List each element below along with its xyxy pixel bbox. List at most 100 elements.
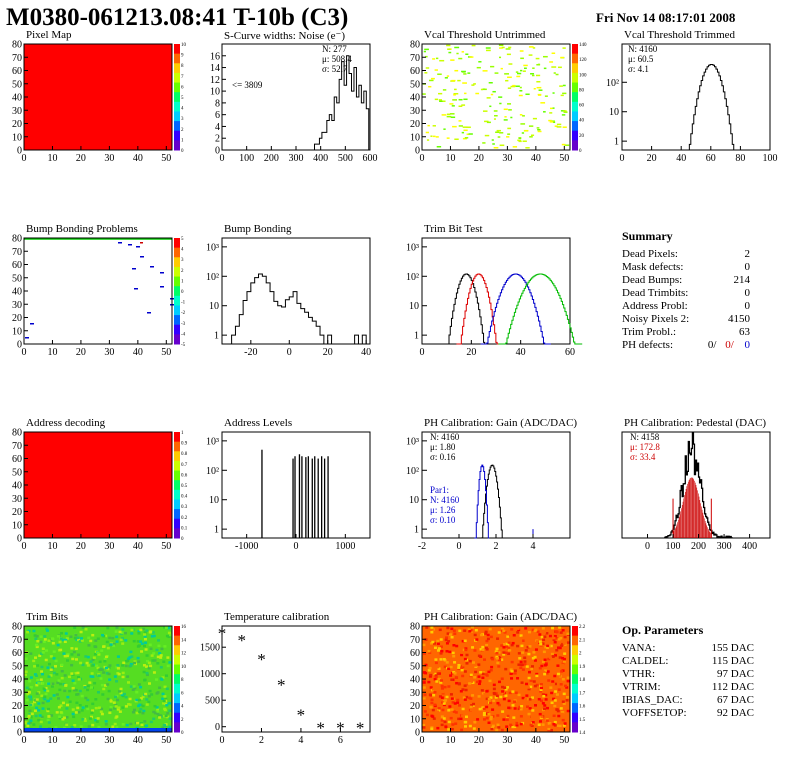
heatmap-cell: [505, 79, 509, 82]
heatmap-cell: [560, 712, 564, 716]
heatmap-cell: [117, 706, 121, 709]
heatmap-cell: [444, 725, 448, 729]
heatmap-cell: [520, 681, 524, 684]
heatmap-cell: [52, 657, 56, 660]
heatmap-cell: [429, 686, 433, 689]
heatmap-cell: [450, 627, 454, 631]
heatmap-cell: [464, 137, 469, 139]
color-scale-label: 1.7: [579, 691, 586, 696]
heatmap-cell: [526, 645, 530, 649]
y-tick-label: 40: [410, 675, 420, 686]
heatmap-cell: [490, 93, 494, 96]
color-scale-label: 3: [181, 258, 184, 263]
heatmap-cell: [542, 650, 546, 654]
heatmap-cell: [96, 691, 100, 694]
color-scale-cell: [174, 101, 180, 108]
summary-row: Dead Bumps: 214: [622, 274, 750, 287]
y-tick-label: 20: [410, 119, 420, 130]
heatmap-cell: [566, 676, 570, 680]
op-parameter-value: 155 DAC: [711, 642, 754, 654]
heatmap-cell: [116, 664, 120, 667]
heatmap-cell: [556, 123, 562, 126]
heatmap-cell: [496, 661, 500, 665]
color-scale-cell: [174, 238, 180, 244]
heatmap-cell: [547, 727, 551, 731]
heatmap-cell: [155, 648, 159, 652]
summary-row: Mask defects: 0: [622, 261, 750, 274]
heatmap-cell: [159, 666, 163, 669]
color-scale-cell: [572, 87, 578, 93]
heatmap-cell: [155, 692, 159, 695]
heatmap-cell: [444, 699, 448, 702]
heatmap-cell: [545, 691, 549, 695]
heatmap-cell: [133, 660, 137, 663]
heatmap-cell: [444, 638, 448, 642]
heatmap-cell: [535, 674, 539, 678]
plot-frame: [221, 625, 371, 733]
y-tick-label: 20: [12, 119, 22, 130]
heatmap-cell: [451, 651, 455, 655]
heatmap-cell: [527, 687, 531, 691]
color-scale-cell: [174, 257, 180, 263]
overflow-annotation: <= 3809: [232, 80, 263, 90]
timestamp: Fri Nov 14 08:17:01 2008: [596, 10, 736, 25]
heatmap-cell: [29, 652, 33, 655]
heatmap-cell: [458, 704, 462, 707]
y-tick-label: 40: [12, 93, 22, 104]
heatmap-cell: [551, 682, 555, 686]
heatmap-cell: [532, 651, 536, 654]
x-tick-label: 40: [133, 735, 143, 744]
heatmap-cell: [29, 698, 33, 701]
heatmap-cell: [35, 683, 39, 687]
heatmap-cell: [148, 689, 152, 693]
heatmap-cell: [39, 720, 43, 724]
heatmap-cell: [73, 636, 77, 640]
heatmap-cell: [129, 662, 133, 666]
heatmap-cell: [132, 685, 136, 688]
x-tick-label: 2: [494, 541, 499, 550]
color-scale-cell: [572, 683, 578, 690]
y-tick-label: 40: [12, 481, 22, 492]
heatmap-cell: [33, 665, 37, 668]
heatmap-cell: [143, 631, 147, 634]
heatmap-cell: [502, 718, 506, 721]
heatmap-cell: [127, 681, 131, 684]
heatmap-cell: [35, 698, 39, 701]
heatmap-cell: [156, 708, 160, 712]
heatmap-cell: [486, 633, 490, 637]
heatmap-cell: [492, 683, 496, 687]
heatmap-cell: [463, 698, 467, 701]
color-scale-label: 100: [579, 73, 587, 78]
heatmap-cell: [488, 627, 492, 631]
heatmap-cell: [558, 656, 562, 659]
heatmap-cell: [432, 125, 436, 127]
heatmap-cell: [442, 702, 446, 705]
heatmap-cell: [433, 677, 437, 681]
heatmap-cell: [559, 707, 563, 710]
y-tick-label: 1000: [200, 669, 220, 680]
heatmap-cell: [76, 636, 80, 640]
y-tick-label: 8: [215, 98, 220, 109]
scurve-panel: S-Curve widths: Noise (e⁻) 0 100 200 300 400…: [198, 30, 394, 164]
heatmap-cell: [26, 630, 30, 634]
heatmap-cell: [449, 716, 453, 720]
heatmap-cell: [81, 718, 85, 721]
heatmap-cell: [502, 651, 506, 654]
op-parameter-row: VANA: 155 DAC: [622, 642, 754, 655]
color-scale-cell: [174, 712, 180, 719]
heatmap-cell: [440, 719, 444, 722]
summary-value: 4150: [728, 313, 750, 325]
heatmap-cell: [550, 728, 554, 732]
heatmap-cell: [479, 629, 483, 633]
heatmap-cell: [139, 640, 143, 643]
heatmap-cell: [33, 673, 37, 676]
color-scale-cell: [174, 271, 180, 278]
heatmap-cell: [489, 717, 493, 721]
summary-label: Dead Pixels:: [622, 248, 678, 260]
op-parameter-label: VTRIM:: [622, 681, 661, 693]
color-scale-label: 2: [181, 128, 184, 133]
heatmap-cell: [446, 626, 450, 630]
heatmap-cell: [461, 700, 465, 703]
heatmap-cell: [563, 635, 567, 639]
heatmap-cell: [136, 656, 140, 660]
